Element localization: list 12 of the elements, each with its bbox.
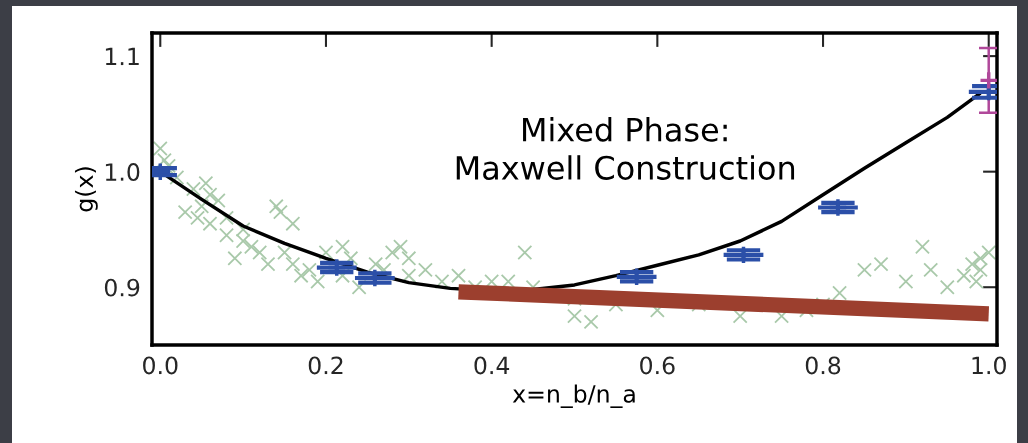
y-tick-label: 1.1 xyxy=(105,47,139,66)
y-tick-label: 1.0 xyxy=(105,163,140,181)
x-tick-label: 0.8 xyxy=(805,356,841,375)
x-tick-label: 0.4 xyxy=(474,356,510,375)
y-tick-label: 0.9 xyxy=(104,278,140,297)
x-tick-label: 1.0 xyxy=(972,356,1006,375)
y-axis-title: g(x) xyxy=(74,167,98,212)
x-tick-label: 0.6 xyxy=(640,356,675,375)
annotation: Mixed Phase: Maxwell Construction xyxy=(456,117,795,180)
x-axis-title: x=n_b/n_a xyxy=(512,384,635,409)
x-tick-label: 0.2 xyxy=(308,356,343,375)
x-tick-label: 0.0 xyxy=(143,356,178,375)
